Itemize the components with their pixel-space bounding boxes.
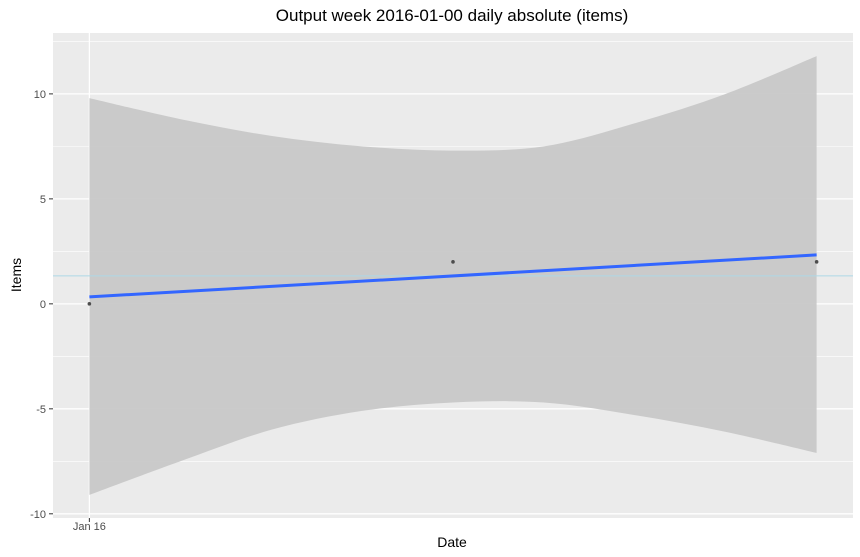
y-tick-label: 0: [40, 299, 46, 311]
data-point: [87, 302, 92, 306]
y-axis-title: Items: [8, 258, 24, 292]
points-layer: [87, 260, 819, 306]
trend-line: [89, 253, 817, 299]
x-tick-label: Jan 16: [73, 521, 106, 533]
y-tick-label: 10: [34, 89, 46, 101]
data-point: [451, 260, 455, 264]
y-tick-label: -10: [30, 509, 46, 521]
data-point: [814, 260, 819, 264]
x-axis: Jan 16: [73, 518, 106, 533]
lines-layer: [53, 253, 853, 299]
y-tick-label: -5: [36, 404, 46, 416]
chart-title: Output week 2016-01-00 daily absolute (i…: [276, 6, 628, 25]
x-axis-title: Date: [437, 534, 467, 550]
y-tick-label: 5: [40, 194, 46, 206]
y-axis: -10 -5 0 5 10: [30, 89, 53, 521]
